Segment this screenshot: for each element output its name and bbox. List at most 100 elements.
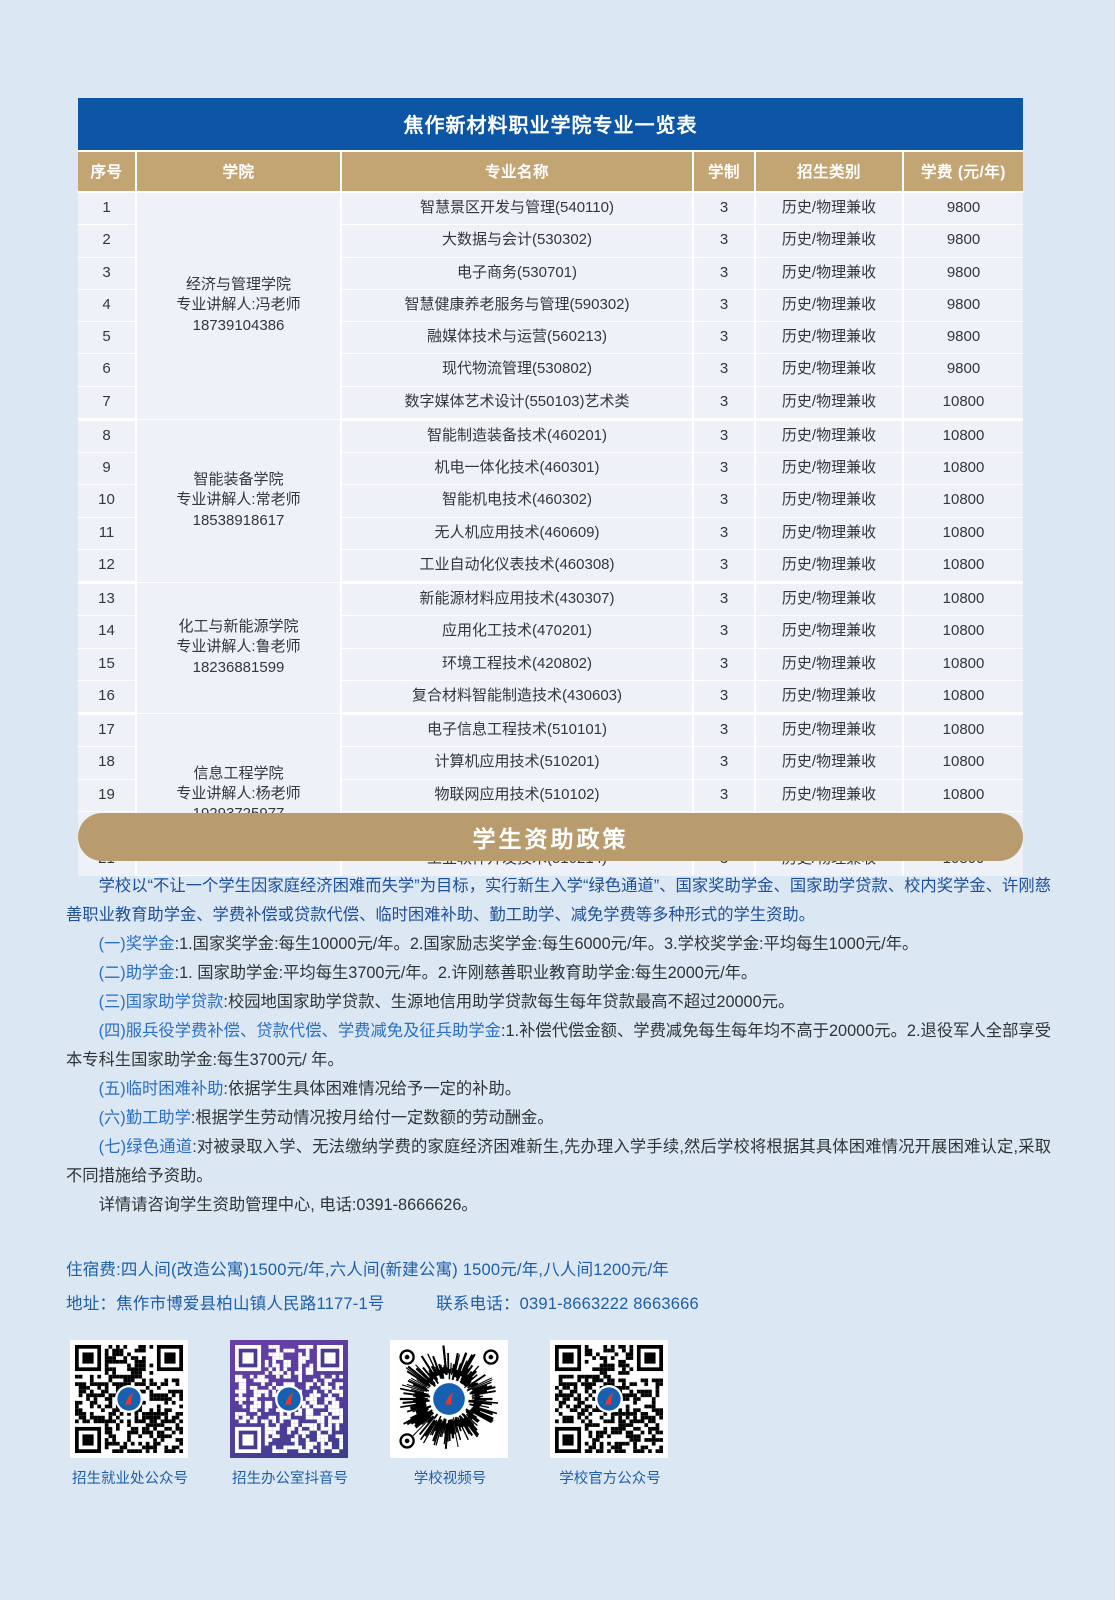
column-header-duration: 学制 (693, 152, 756, 193)
cell-duration: 3 (693, 257, 756, 290)
cell-tuition: 10800 (903, 582, 1023, 617)
policy-item: (四)服兵役学费补偿、贷款代偿、学费减免及征兵助学金:1.补偿代偿金额、学费减免… (66, 1017, 1051, 1075)
aid-policy-text: 学校以“不让一个学生因家庭经济困难而失学”为目标，实行新生入学“绿色通道”、国家… (66, 872, 1051, 1220)
address-text: 地址：焦作市博爱县柏山镇人民路1177-1号 (66, 1295, 385, 1313)
cell-no: 4 (78, 289, 137, 323)
cell-duration: 3 (693, 386, 756, 421)
qr-code-label: 学校视频号 (413, 1471, 487, 1487)
policy-item: (一)奖学金:1.国家奖学金:每生10000元/年。2.国家励志奖学金:每生60… (66, 930, 1051, 959)
aid-policy-banner: 学生资助政策 (78, 813, 1023, 861)
cell-category: 历史/物理兼收 (755, 582, 904, 617)
cell-major-name: 现代物流管理(530802) (341, 353, 694, 387)
cell-category: 历史/物理兼收 (755, 484, 904, 518)
cell-category: 历史/物理兼收 (755, 648, 904, 681)
cell-tuition: 10800 (903, 713, 1023, 748)
phone-text: 联系电话：0391-8663222 8663666 (436, 1295, 699, 1313)
qr-code-image (390, 1340, 508, 1458)
cell-major-name: 电子商务(530701) (341, 257, 694, 290)
cell-duration: 3 (693, 353, 756, 387)
policy-item-body: :对被录取入学、无法缴纳学费的家庭经济困难新生,先办理入学手续,然后学校将根据其… (66, 1138, 1051, 1185)
cell-duration: 3 (693, 452, 756, 486)
cell-major-name: 计算机应用技术(510201) (341, 746, 694, 780)
cell-tuition: 9800 (903, 257, 1023, 290)
cell-no: 15 (78, 648, 137, 681)
table-header-row: 序号 学院 专业名称 学制 招生类别 学费 (元/年) (78, 152, 1023, 193)
cell-no: 10 (78, 484, 137, 518)
cell-major-name: 数字媒体艺术设计(550103)艺术类 (341, 386, 694, 421)
cell-duration: 3 (693, 680, 756, 716)
table-row: 14 应用化工技术(470201) 3 历史/物理兼收 10800 (78, 615, 1023, 649)
policy-item-label: (二)助学金 (98, 964, 175, 982)
cell-major-name: 工业自动化仪表技术(460308) (341, 549, 694, 585)
cell-duration: 3 (693, 419, 756, 454)
column-header-college: 学院 (136, 152, 342, 193)
cell-duration: 3 (693, 192, 756, 226)
qr-code-label: 招生就业处公众号 (72, 1471, 188, 1487)
cell-duration: 3 (693, 746, 756, 780)
cell-major-name: 融媒体技术与运营(560213) (341, 321, 694, 355)
table-row: 18 计算机应用技术(510201) 3 历史/物理兼收 10800 (78, 746, 1023, 780)
cell-category: 历史/物理兼收 (755, 746, 904, 780)
table-row: 13 化工与新能源学院 专业讲解人:鲁老师 18236881599 新能源材料应用技… (78, 582, 1023, 714)
cell-tuition: 10800 (903, 419, 1023, 454)
cell-major-name: 环境工程技术(420802) (341, 648, 694, 681)
cell-no: 8 (78, 419, 137, 454)
qr-code-image (230, 1340, 348, 1458)
cell-tuition: 10800 (903, 615, 1023, 649)
qr-code-label: 学校官方公众号 (559, 1471, 661, 1487)
table-row: 3 电子商务(530701) 3 历史/物理兼收 9800 (78, 257, 1023, 290)
table-row: 4 智慧健康养老服务与管理(590302) 3 历史/物理兼收 9800 (78, 289, 1023, 323)
cell-duration: 3 (693, 549, 756, 585)
cell-duration: 3 (693, 517, 756, 550)
policy-intro: 学校以“不让一个学生因家庭经济困难而失学”为目标，实行新生入学“绿色通道”、国家… (66, 877, 1051, 924)
policy-item: (六)勤工助学:根据学生劳动情况按月给付一定数额的劳动酬金。 (66, 1104, 1051, 1133)
table-row: 9 机电一体化技术(460301) 3 历史/物理兼收 10800 (78, 452, 1023, 486)
cell-major-name: 物联网应用技术(510102) (341, 779, 694, 812)
cell-major-name: 大数据与会计(530302) (341, 224, 694, 258)
cell-tuition: 9800 (903, 289, 1023, 323)
policy-item-body: :1. 国家助学金:平均每生3700元/年。2.许刚慈善职业教育助学金:每生20… (174, 964, 758, 982)
cell-category: 历史/物理兼收 (755, 321, 904, 355)
cell-category: 历史/物理兼收 (755, 386, 904, 421)
policy-item-body: :依据学生具体困难情况给予一定的补助。 (223, 1080, 522, 1098)
cell-category: 历史/物理兼收 (755, 353, 904, 387)
table-header: 序号 学院 专业名称 学制 招生类别 学费 (元/年) (78, 152, 1023, 193)
table-row: 8 智能装备学院 专业讲解人:常老师 18538918617 智能制造装备技术(46… (78, 419, 1023, 584)
cell-college: 经济与管理学院 专业讲解人:冯老师 18739104386 (136, 192, 342, 420)
cell-major-name: 智能机电技术(460302) (341, 484, 694, 518)
majors-table-section: 焦作新材料职业学院专业一览表 序号 学院 专业名称 学制 招生类别 学费 (元/… (78, 98, 1023, 876)
cell-no: 6 (78, 353, 137, 387)
table-row: 12 工业自动化仪表技术(460308) 3 历史/物理兼收 10800 (78, 549, 1023, 585)
policy-item-body: :校园地国家助学贷款、生源地信用助学贷款每生每年贷款最高不超过20000元。 (223, 993, 795, 1011)
qr-code-image (70, 1340, 188, 1458)
cell-duration: 3 (693, 321, 756, 355)
policy-item-label: (一)奖学金 (98, 935, 175, 953)
cell-tuition: 10800 (903, 484, 1023, 518)
cell-major-name: 智慧健康养老服务与管理(590302) (341, 289, 694, 323)
cell-category: 历史/物理兼收 (755, 452, 904, 486)
policy-item-label: (六)勤工助学 (98, 1109, 191, 1127)
column-header-category: 招生类别 (755, 152, 904, 193)
cell-duration: 3 (693, 289, 756, 323)
cell-no: 18 (78, 746, 137, 780)
qr-code-item: 学校官方公众号 (550, 1340, 670, 1488)
cell-tuition: 10800 (903, 452, 1023, 486)
cell-major-name: 复合材料智能制造技术(430603) (341, 680, 694, 716)
policy-item: (三)国家助学贷款:校园地国家助学贷款、生源地信用助学贷款每生每年贷款最高不超过… (66, 988, 1051, 1017)
cell-duration: 3 (693, 648, 756, 681)
cell-duration: 3 (693, 582, 756, 617)
cell-no: 3 (78, 257, 137, 290)
qr-code-row: 招生就业处公众号 招生办公室抖音号 学校视频号 学校官方公众号 (70, 1340, 670, 1488)
cell-category: 历史/物理兼收 (755, 224, 904, 258)
cell-major-name: 应用化工技术(470201) (341, 615, 694, 649)
cell-college: 化工与新能源学院 专业讲解人:鲁老师 18236881599 (136, 582, 342, 714)
cell-no: 1 (78, 192, 137, 226)
column-header-major: 专业名称 (341, 152, 694, 193)
contact-line: 地址：焦作市博爱县柏山镇人民路1177-1号 联系电话：0391-8663222… (66, 1290, 699, 1314)
cell-no: 19 (78, 779, 137, 812)
cell-tuition: 9800 (903, 224, 1023, 258)
cell-duration: 3 (693, 779, 756, 812)
policy-consult: 详情请咨询学生资助管理中心, 电话:0391-8666626。 (98, 1196, 478, 1214)
